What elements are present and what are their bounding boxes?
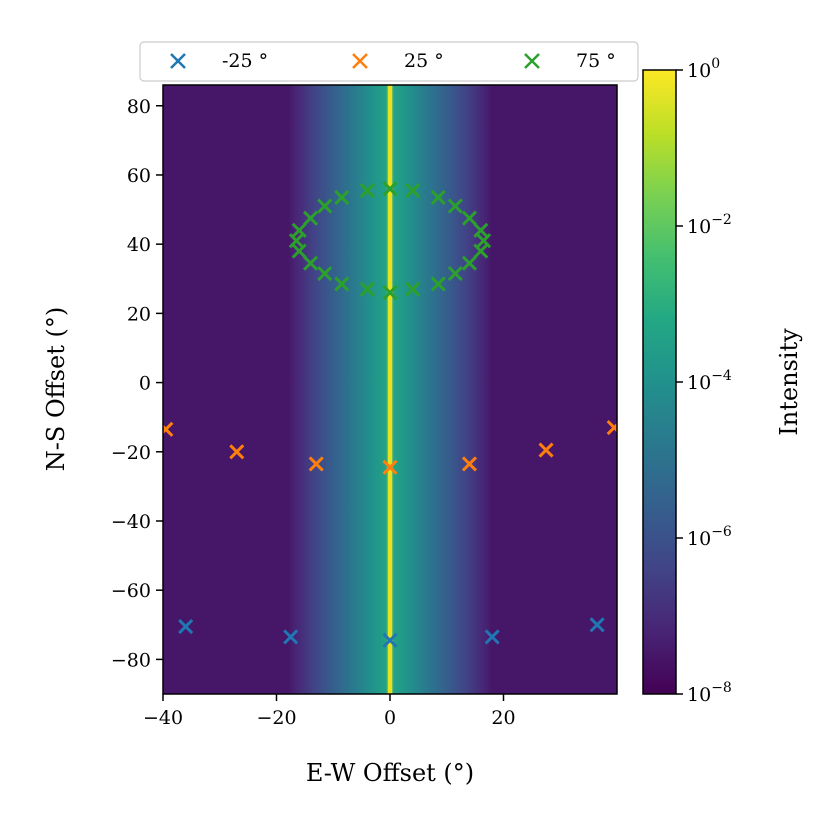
marker-2-6 — [538, 442, 554, 458]
marker-3-8 — [473, 243, 489, 259]
colorbar — [642, 69, 677, 695]
marker-3-16 — [317, 266, 333, 282]
marker-1-5 — [589, 617, 605, 633]
marker-1-4 — [484, 629, 500, 645]
y-tick-label: 20 — [127, 303, 151, 325]
marker-layer — [163, 181, 617, 648]
marker-2-2 — [229, 444, 245, 460]
legend-marker-1 — [170, 53, 186, 69]
y-axis-label: N-S Offset (°) — [42, 307, 70, 471]
marker-1-3 — [382, 632, 398, 648]
legend-marker-3 — [524, 53, 540, 69]
marker-3-15 — [334, 276, 350, 292]
x-tick-label: 20 — [491, 707, 515, 729]
marker-2-7 — [606, 420, 617, 436]
legend-box — [139, 41, 639, 82]
marker-2-5 — [461, 456, 478, 472]
y-axis-ticks: −80 −60 −40 −20 0 20 40 60 80 — [111, 96, 163, 671]
marker-3-6 — [473, 222, 489, 238]
marker-3-20 — [291, 222, 307, 238]
y-tick-label: −20 — [111, 442, 151, 464]
marker-3-1 — [382, 181, 398, 197]
marker-2-1 — [163, 421, 174, 437]
legend-items: -25 ° 25 ° 75 ° — [170, 50, 616, 72]
colorbar-tick-label: 100 — [687, 56, 720, 82]
y-tick-label: −40 — [111, 511, 151, 533]
central-intensity-peak — [388, 85, 392, 694]
y-tick-label: 0 — [139, 373, 151, 395]
x-tick-label: 0 — [384, 707, 396, 729]
legend-label-2: 25 ° — [404, 50, 444, 72]
y-tick-label: −60 — [111, 580, 151, 602]
y-tick-label: −80 — [111, 649, 151, 671]
colorbar-ticks: 10−8 10−6 10−4 10−2 100 — [676, 56, 732, 706]
marker-1-1 — [178, 618, 194, 635]
marker-3-3 — [430, 189, 446, 206]
marker-3-23 — [334, 189, 350, 206]
legend-label-3: 75 ° — [576, 50, 616, 72]
marker-3-14 — [359, 281, 375, 297]
y-tick-label: 40 — [127, 234, 151, 256]
colorbar-tick-label: 10−4 — [687, 368, 732, 394]
x-axis-ticks: −40 −20 0 20 — [143, 694, 516, 729]
marker-3-17 — [302, 255, 319, 271]
marker-3-18 — [291, 243, 307, 259]
marker-3-12 — [405, 281, 421, 297]
marker-3-4 — [447, 198, 463, 214]
marker-2-3 — [308, 456, 324, 472]
colorbar-tick-label: 10−8 — [687, 680, 732, 706]
x-tick-label: −20 — [256, 707, 296, 729]
x-axis-label: E-W Offset (°) — [306, 759, 474, 787]
legend-marker-2 — [352, 53, 368, 69]
marker-3-24 — [359, 182, 375, 199]
marker-3-7 — [476, 233, 492, 249]
x-tick-label: −40 — [143, 707, 183, 729]
marker-3-2 — [405, 182, 421, 199]
colorbar-tick-label: 10−2 — [687, 212, 732, 238]
legend-label-1: -25 ° — [222, 50, 268, 72]
colorbar-tick-label: 10−6 — [687, 524, 732, 550]
marker-3-22 — [317, 198, 333, 214]
marker-3-11 — [430, 276, 446, 292]
y-tick-label: 80 — [127, 96, 151, 118]
marker-3-13 — [382, 285, 398, 301]
marker-3-9 — [461, 255, 478, 271]
marker-3-21 — [302, 210, 319, 226]
y-tick-label: 60 — [127, 165, 151, 187]
marker-3-5 — [461, 210, 478, 226]
marker-2-4 — [382, 459, 398, 475]
marker-3-19 — [288, 233, 304, 249]
legend: -25 ° 25 ° 75 ° — [139, 41, 639, 82]
marker-3-10 — [447, 266, 463, 282]
colorbar-label: Intensity — [775, 328, 803, 436]
marker-1-2 — [283, 629, 299, 645]
